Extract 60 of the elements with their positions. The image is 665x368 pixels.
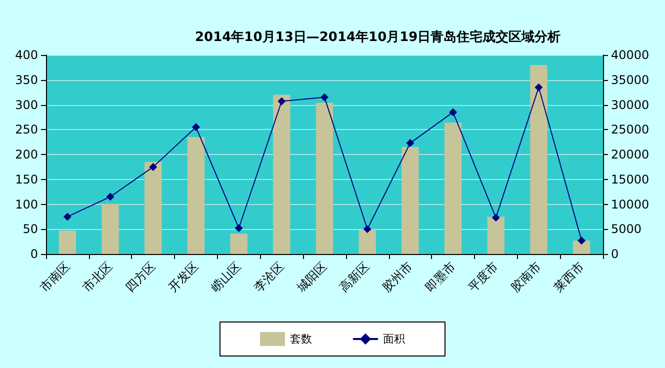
point [149, 162, 158, 171]
point [234, 224, 243, 232]
x-tick-label: 即墨市 [422, 259, 458, 294]
y-tick-label: 200 [15, 148, 38, 162]
bar [230, 234, 248, 254]
y2-tick-label: 30000 [611, 98, 650, 112]
bar [402, 147, 419, 254]
y-tick-label: 100 [15, 197, 38, 212]
y-tick-label: 350 [15, 72, 38, 87]
bar [187, 137, 205, 254]
x-tick-label: 市北区 [80, 259, 116, 294]
point [578, 236, 586, 245]
x-tick-label: 李沧区 [251, 259, 287, 294]
x-tick-label: 平度市 [465, 259, 501, 294]
y-tick-label: 0 [30, 247, 38, 261]
point [534, 83, 543, 92]
x-tick-label: 开发区 [166, 259, 201, 294]
bar [358, 230, 376, 254]
point [106, 192, 114, 201]
y-tick-label: 400 [15, 48, 38, 62]
bar [444, 122, 462, 254]
bar [530, 64, 548, 254]
x-tick-label: 城阳区 [293, 259, 330, 296]
y2-tick-label: 15000 [611, 172, 650, 186]
bar [273, 94, 290, 254]
point [63, 212, 72, 221]
x-tick-label: 莱西市 [551, 259, 587, 294]
x-tick-label: 市南区 [37, 259, 72, 294]
y2-tick-label: 10000 [611, 197, 650, 212]
point [406, 139, 414, 148]
y2-tick-label: 35000 [611, 72, 650, 87]
point [449, 108, 458, 116]
y2-tick-label: 20000 [611, 148, 650, 162]
bar [58, 230, 76, 254]
point [278, 97, 286, 106]
y-tick-label: 50 [22, 222, 38, 236]
y2-tick-label: 5000 [611, 222, 642, 236]
x-tick-label: 四方区 [122, 259, 158, 294]
x-tick-label: 崂山区 [208, 259, 244, 294]
y-tick-label: 250 [15, 122, 38, 137]
x-tick-label: 胶州市 [380, 259, 416, 294]
y-tick-label: 150 [15, 172, 38, 186]
legend-label: 面积 [383, 332, 405, 346]
x-tick-label: 胶南市 [508, 259, 544, 294]
y2-tick-label: 25000 [611, 122, 650, 137]
x-tick-label: 高新区 [336, 259, 372, 294]
point [492, 214, 500, 222]
point [320, 93, 328, 102]
point [192, 123, 200, 132]
bar [144, 162, 162, 254]
chart-title: 2014年10月13日—2014年10月19日青岛住宅成交区域分析 [195, 29, 561, 45]
bar [573, 240, 590, 254]
bar [102, 204, 119, 254]
point [363, 225, 372, 234]
y-tick-label: 300 [15, 98, 38, 112]
bar [316, 102, 334, 254]
y2-tick-label: 40000 [611, 48, 650, 62]
legend-label: 套数 [290, 332, 312, 346]
y2-tick-label: 0 [611, 247, 619, 261]
bar [487, 216, 504, 254]
